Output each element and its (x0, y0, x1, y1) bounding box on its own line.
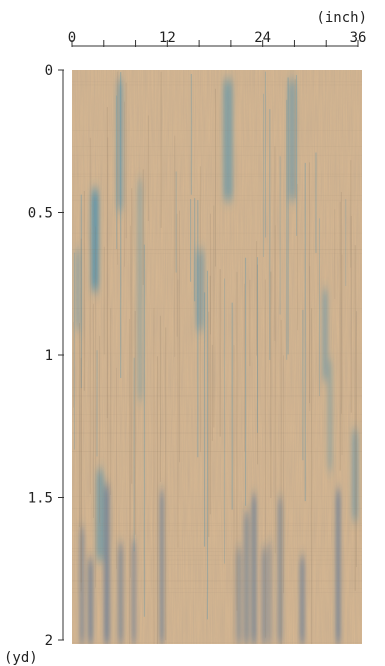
top-axis-tick-label: 24 (254, 30, 271, 46)
left-axis-tick-label: 1.5 (28, 491, 53, 507)
left-axis: 0 0.5 1 1.5 2 (28, 63, 64, 649)
left-axis-tick-label: 2 (45, 633, 53, 649)
fabric-swatch (72, 70, 362, 644)
top-axis-unit-label: (inch) (316, 10, 367, 26)
left-axis-tick-label: 1 (45, 348, 53, 364)
fabric-grain (72, 70, 362, 644)
left-axis-tick-label: 0.5 (28, 206, 53, 222)
left-axis-tick-label: 0 (45, 63, 53, 79)
top-axis-tick-label: 12 (159, 30, 176, 46)
top-axis-tick-label: 36 (350, 30, 367, 46)
top-axis: 0 12 24 36 (68, 30, 367, 47)
top-axis-tick-label: 0 (68, 30, 76, 46)
left-axis-unit-label: (yd) (4, 650, 38, 666)
